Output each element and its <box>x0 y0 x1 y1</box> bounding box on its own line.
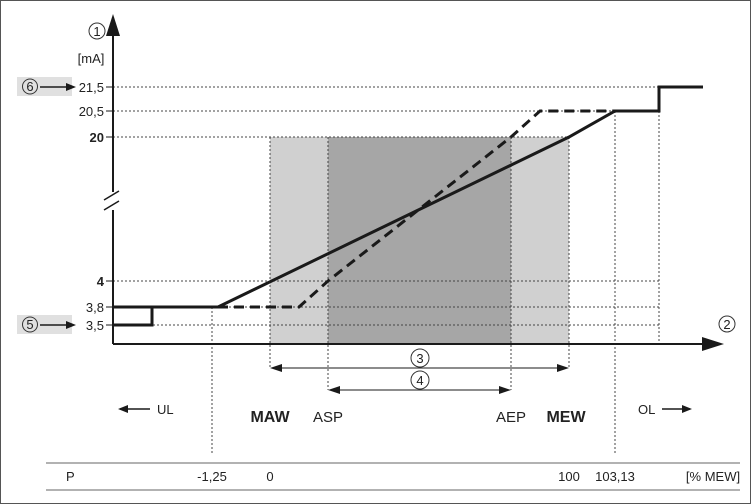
table-unit: [% MEW] <box>686 469 740 484</box>
dotted-gridlines <box>113 86 703 455</box>
y-axis-arrow-icon <box>106 14 120 36</box>
label-mew: MEW <box>546 409 586 426</box>
table-value-0: 0 <box>266 469 273 484</box>
callout-3-circle <box>410 348 430 368</box>
y-ticks <box>106 86 113 326</box>
label-aep: AEP <box>496 409 526 426</box>
y-tick-3-5: 3,5 <box>86 318 104 333</box>
x-axis-marker-circle <box>718 315 736 333</box>
y-tick-4: 4 <box>97 274 105 289</box>
x-axis-marker: 2 <box>723 317 730 332</box>
label-maw: MAW <box>250 409 290 426</box>
callout-6: 6 <box>26 79 33 94</box>
callout-6-arrow-icon <box>66 83 76 91</box>
dimension-3-left-arrow-icon <box>270 364 282 372</box>
callout-4-circle <box>410 370 430 390</box>
callout-5: 5 <box>26 317 33 332</box>
axis-break-mark <box>103 190 120 201</box>
table-value-103-13: 103,13 <box>595 469 635 484</box>
dimension-4-left-arrow-icon <box>328 386 340 394</box>
callout-4: 4 <box>416 373 423 388</box>
ul-arrow-icon <box>118 405 128 413</box>
dimension-3-right-arrow-icon <box>557 364 569 372</box>
callout-3: 3 <box>416 351 423 366</box>
axis-break-mark <box>103 200 120 211</box>
y-tick-20-5: 20,5 <box>79 104 104 119</box>
label-ul: UL <box>157 402 174 417</box>
output-curve-low-step <box>113 307 154 327</box>
label-ol: OL <box>638 402 655 417</box>
y-tick-3-8: 3,8 <box>86 300 104 315</box>
output-curve-dashed <box>218 109 615 309</box>
y-tick-20: 20 <box>90 130 104 145</box>
callout-5-circle <box>22 316 38 333</box>
y-tick-21-5: 21,5 <box>79 80 104 95</box>
x-axis-arrow-icon <box>702 337 724 351</box>
y-axis-marker: 1 <box>93 24 100 39</box>
y-axis-marker-circle <box>88 22 106 40</box>
dimension-4-right-arrow-icon <box>499 386 511 394</box>
ol-arrow-icon <box>682 405 692 413</box>
table-value-minus-1-25: -1,25 <box>197 469 227 484</box>
table-value-100: 100 <box>558 469 580 484</box>
callout-5-arrow-icon <box>66 321 76 329</box>
label-asp: ASP <box>313 409 343 426</box>
table-row-label: P <box>66 469 75 484</box>
y-axis-unit: [mA] <box>78 51 105 66</box>
callout-6-circle <box>22 78 38 95</box>
